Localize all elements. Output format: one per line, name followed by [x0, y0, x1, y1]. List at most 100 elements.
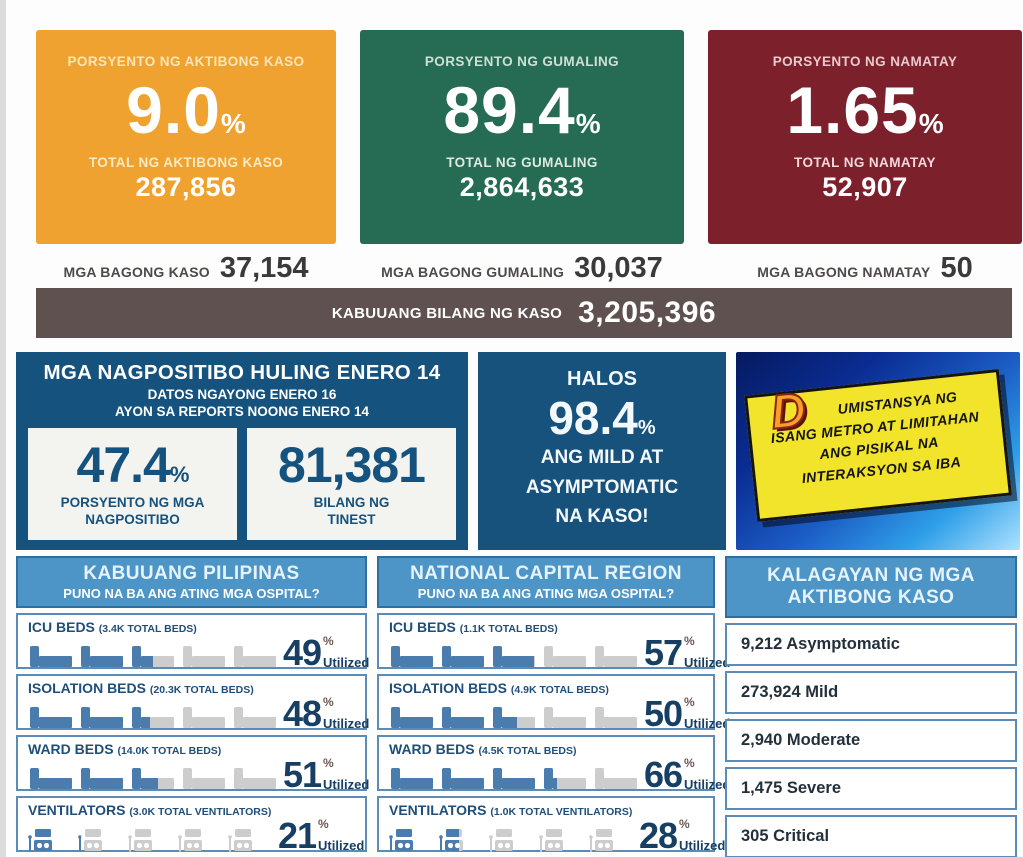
ph-ventilators-row: VENTILATORS (3.0K TOTAL VENTILATORS) 21%…: [16, 796, 367, 856]
utilization-percent: 50% Utilized: [644, 693, 731, 734]
utilization-percent: 49% Utilized: [283, 632, 370, 673]
mild-asymptomatic-card: HALOS 98.4% ANG MILD AT ASYMPTOMATIC NA …: [478, 352, 726, 550]
advisory-initial-letter: D: [768, 382, 810, 440]
advisory-plate: D UMISTANSYA NG ISANG METRO AT LIMITAHAN…: [744, 368, 1012, 522]
distancing-advisory-banner: D UMISTANSYA NG ISANG METRO AT LIMITAHAN…: [736, 352, 1020, 550]
top-stat-cards: PORSYENTO NG AKTIBONG KASO 9.0% TOTAL NG…: [6, 0, 1023, 244]
total-cases-bar: KABUUANG BILANG NG KASO 3,205,396: [36, 288, 1012, 338]
bed-utilization-gauge: [389, 767, 644, 793]
positivity-card: MGA NAGPOSITIBO HULING ENERO 14 DATOS NG…: [16, 352, 468, 550]
bed-icon-row: [28, 706, 151, 730]
new-deaths-label: MGA BAGONG NAMATAY: [757, 264, 931, 280]
utilization-percent: 57% Utilized: [644, 632, 731, 673]
deaths-total-value: 52,907: [822, 172, 908, 202]
percent-sign: %: [220, 108, 246, 139]
philippines-hospital-column: KABUUANG PILIPINAS PUNO NA BA ANG ATING …: [16, 556, 370, 857]
ncr-isolation-beds-row: ISOLATION BEDS (4.9K TOTAL BEDS) 50% Util…: [377, 674, 730, 732]
mild-line-1: ANG MILD AT: [540, 447, 664, 468]
active-case-breakdown-column: KALAGAYAN NG MGA AKTIBONG KASO 9,212 Asy…: [725, 556, 1017, 857]
critical-count-row: 305 Critical: [725, 815, 1017, 857]
active-cases-card: PORSYENTO NG AKTIBONG KASO 9.0% TOTAL NG…: [36, 30, 336, 244]
mild-percent: 98.4%: [548, 392, 656, 444]
tests-count-value: 81,381: [278, 436, 426, 493]
utilization-percent: 28% Utilized: [639, 815, 726, 856]
new-cases-item: MGA BAGONG KASO 37,154: [36, 244, 336, 288]
active-percent-value: 9.0%: [126, 73, 246, 147]
percent-sign: %: [918, 108, 944, 139]
active-total-value: 287,856: [135, 172, 237, 202]
philippines-column-header: KABUUANG PILIPINAS PUNO NA BA ANG ATING …: [16, 556, 367, 608]
bed-utilization-gauge: [389, 645, 644, 671]
moderate-count-row: 2,940 Moderate: [725, 719, 1017, 762]
middle-band: MGA NAGPOSITIBO HULING ENERO 14 DATOS NG…: [16, 352, 1020, 550]
utilization-percent: 21% Utilized: [278, 815, 365, 856]
ncr-icu-beds-row: ICU BEDS (1.1K TOTAL BEDS) 57% Utilized: [377, 613, 730, 671]
ventilator-utilization-gauge: [389, 828, 639, 854]
percent-sign: %: [637, 417, 656, 439]
utilization-percent: 48% Utilized: [283, 693, 370, 734]
ncr-ward-beds-row: WARD BEDS (4.5K TOTAL BEDS) 66% Utilized: [377, 735, 730, 793]
new-cases-label: MGA BAGONG KASO: [63, 264, 210, 280]
active-breakdown-header: KALAGAYAN NG MGA AKTIBONG KASO: [725, 556, 1017, 618]
recovered-total-value: 2,864,633: [459, 172, 585, 202]
recovered-total-label: TOTAL NG GUMALING: [446, 155, 598, 170]
total-cases-value: 3,205,396: [578, 296, 717, 329]
deaths-percent-label: PORSYENTO NG NAMATAY: [772, 54, 958, 69]
bottom-band: KABUUANG PILIPINAS PUNO NA BA ANG ATING …: [16, 556, 1017, 857]
positivity-rate-box: 47.4% PORSYENTO NG MGA NAGPOSITIBO: [28, 428, 237, 540]
ph-ward-beds-row: WARD BEDS (14.0K TOTAL BEDS) 51% Utilized: [16, 735, 370, 795]
active-percent-label: PORSYENTO NG AKTIBONG KASO: [67, 54, 305, 69]
mild-line-2: ASYMPTOMATIC: [525, 476, 679, 498]
tests-count-box: 81,381 BILANG NG TINEST: [247, 428, 456, 540]
utilization-percent: 51% Utilized: [283, 754, 370, 795]
positivity-title: MGA NAGPOSITIBO HULING ENERO 14: [43, 361, 441, 384]
bed-utilization-gauge: [28, 767, 283, 793]
recovered-percent-label: PORSYENTO NG GUMALING: [424, 54, 620, 69]
bed-icon-row: [389, 645, 535, 669]
bed-utilization-gauge: [389, 706, 644, 732]
severe-count-row: 1,475 Severe: [725, 767, 1017, 810]
new-cases-value: 37,154: [219, 252, 309, 284]
ventilator-icon-row: [389, 828, 459, 854]
positivity-boxes: 47.4% PORSYENTO NG MGA NAGPOSITIBO 81,381…: [28, 428, 456, 540]
ventilator-icon-row: [28, 828, 81, 854]
positivity-rate-caption: PORSYENTO NG MGA NAGPOSITIBO: [60, 494, 205, 527]
ncr-ventilators-row: VENTILATORS (1.0K TOTAL VENTILATORS) 28%…: [377, 796, 725, 854]
active-total-label: TOTAL NG AKTIBONG KASO: [88, 155, 284, 170]
recovered-percent-value: 89.4%: [443, 73, 601, 147]
mild-intro: HALOS: [567, 368, 637, 390]
bed-icon-row: [389, 706, 517, 730]
utilization-percent: 66% Utilized: [644, 754, 731, 795]
positivity-subtitle-2: AYON SA REPORTS NOONG ENERO 14: [114, 404, 370, 419]
bed-icon-row: [389, 767, 558, 791]
new-deaths-value: 50: [940, 252, 973, 284]
tests-count-caption: BILANG NG TINEST: [313, 494, 390, 527]
ncr-hospital-column: NATIONAL CAPITAL REGION PUNO NA BA ANG A…: [377, 556, 730, 857]
mild-count-row: 273,924 Mild: [725, 671, 1017, 714]
percent-sign: %: [575, 108, 601, 139]
new-recoveries-value: 30,037: [574, 252, 663, 284]
total-cases-label: KABUUANG BILANG NG KASO: [331, 304, 563, 322]
percent-sign: %: [169, 461, 190, 487]
new-cases-row: MGA BAGONG KASO 37,154 MGA BAGONG GUMALI…: [6, 244, 1023, 288]
deaths-percent-value: 1.65%: [786, 73, 944, 147]
new-deaths-item: MGA BAGONG NAMATAY 50: [708, 244, 1022, 288]
asymptomatic-count-row: 9,212 Asymptomatic: [725, 623, 1017, 666]
recovered-cases-card: PORSYENTO NG GUMALING 89.4% TOTAL NG GUM…: [360, 30, 684, 244]
ph-icu-beds-row: ICU BEDS (3.4K TOTAL BEDS) 49% Utilized: [16, 613, 370, 673]
ph-isolation-beds-row: ISOLATION BEDS (20.3K TOTAL BEDS) 48% Uti…: [16, 674, 370, 734]
bed-utilization-gauge: [28, 706, 283, 732]
positivity-subtitle-1: DATOS NGAYONG ENERO 16: [147, 387, 337, 402]
ncr-column-header: NATIONAL CAPITAL REGION PUNO NA BA ANG A…: [377, 556, 715, 608]
bed-icon-row: [28, 645, 153, 669]
new-recoveries-item: MGA BAGONG GUMALING 30,037: [360, 244, 684, 288]
deaths-card: PORSYENTO NG NAMATAY 1.65% TOTAL NG NAMA…: [708, 30, 1022, 244]
bed-utilization-gauge: [28, 645, 283, 671]
ventilator-utilization-gauge: [28, 828, 278, 854]
mild-line-3: NA KASO!: [555, 506, 649, 528]
bed-icon-row: [28, 767, 159, 791]
deaths-total-label: TOTAL NG NAMATAY: [794, 155, 936, 170]
new-recoveries-label: MGA BAGONG GUMALING: [381, 264, 565, 280]
positivity-rate-value: 47.4%: [76, 436, 190, 493]
